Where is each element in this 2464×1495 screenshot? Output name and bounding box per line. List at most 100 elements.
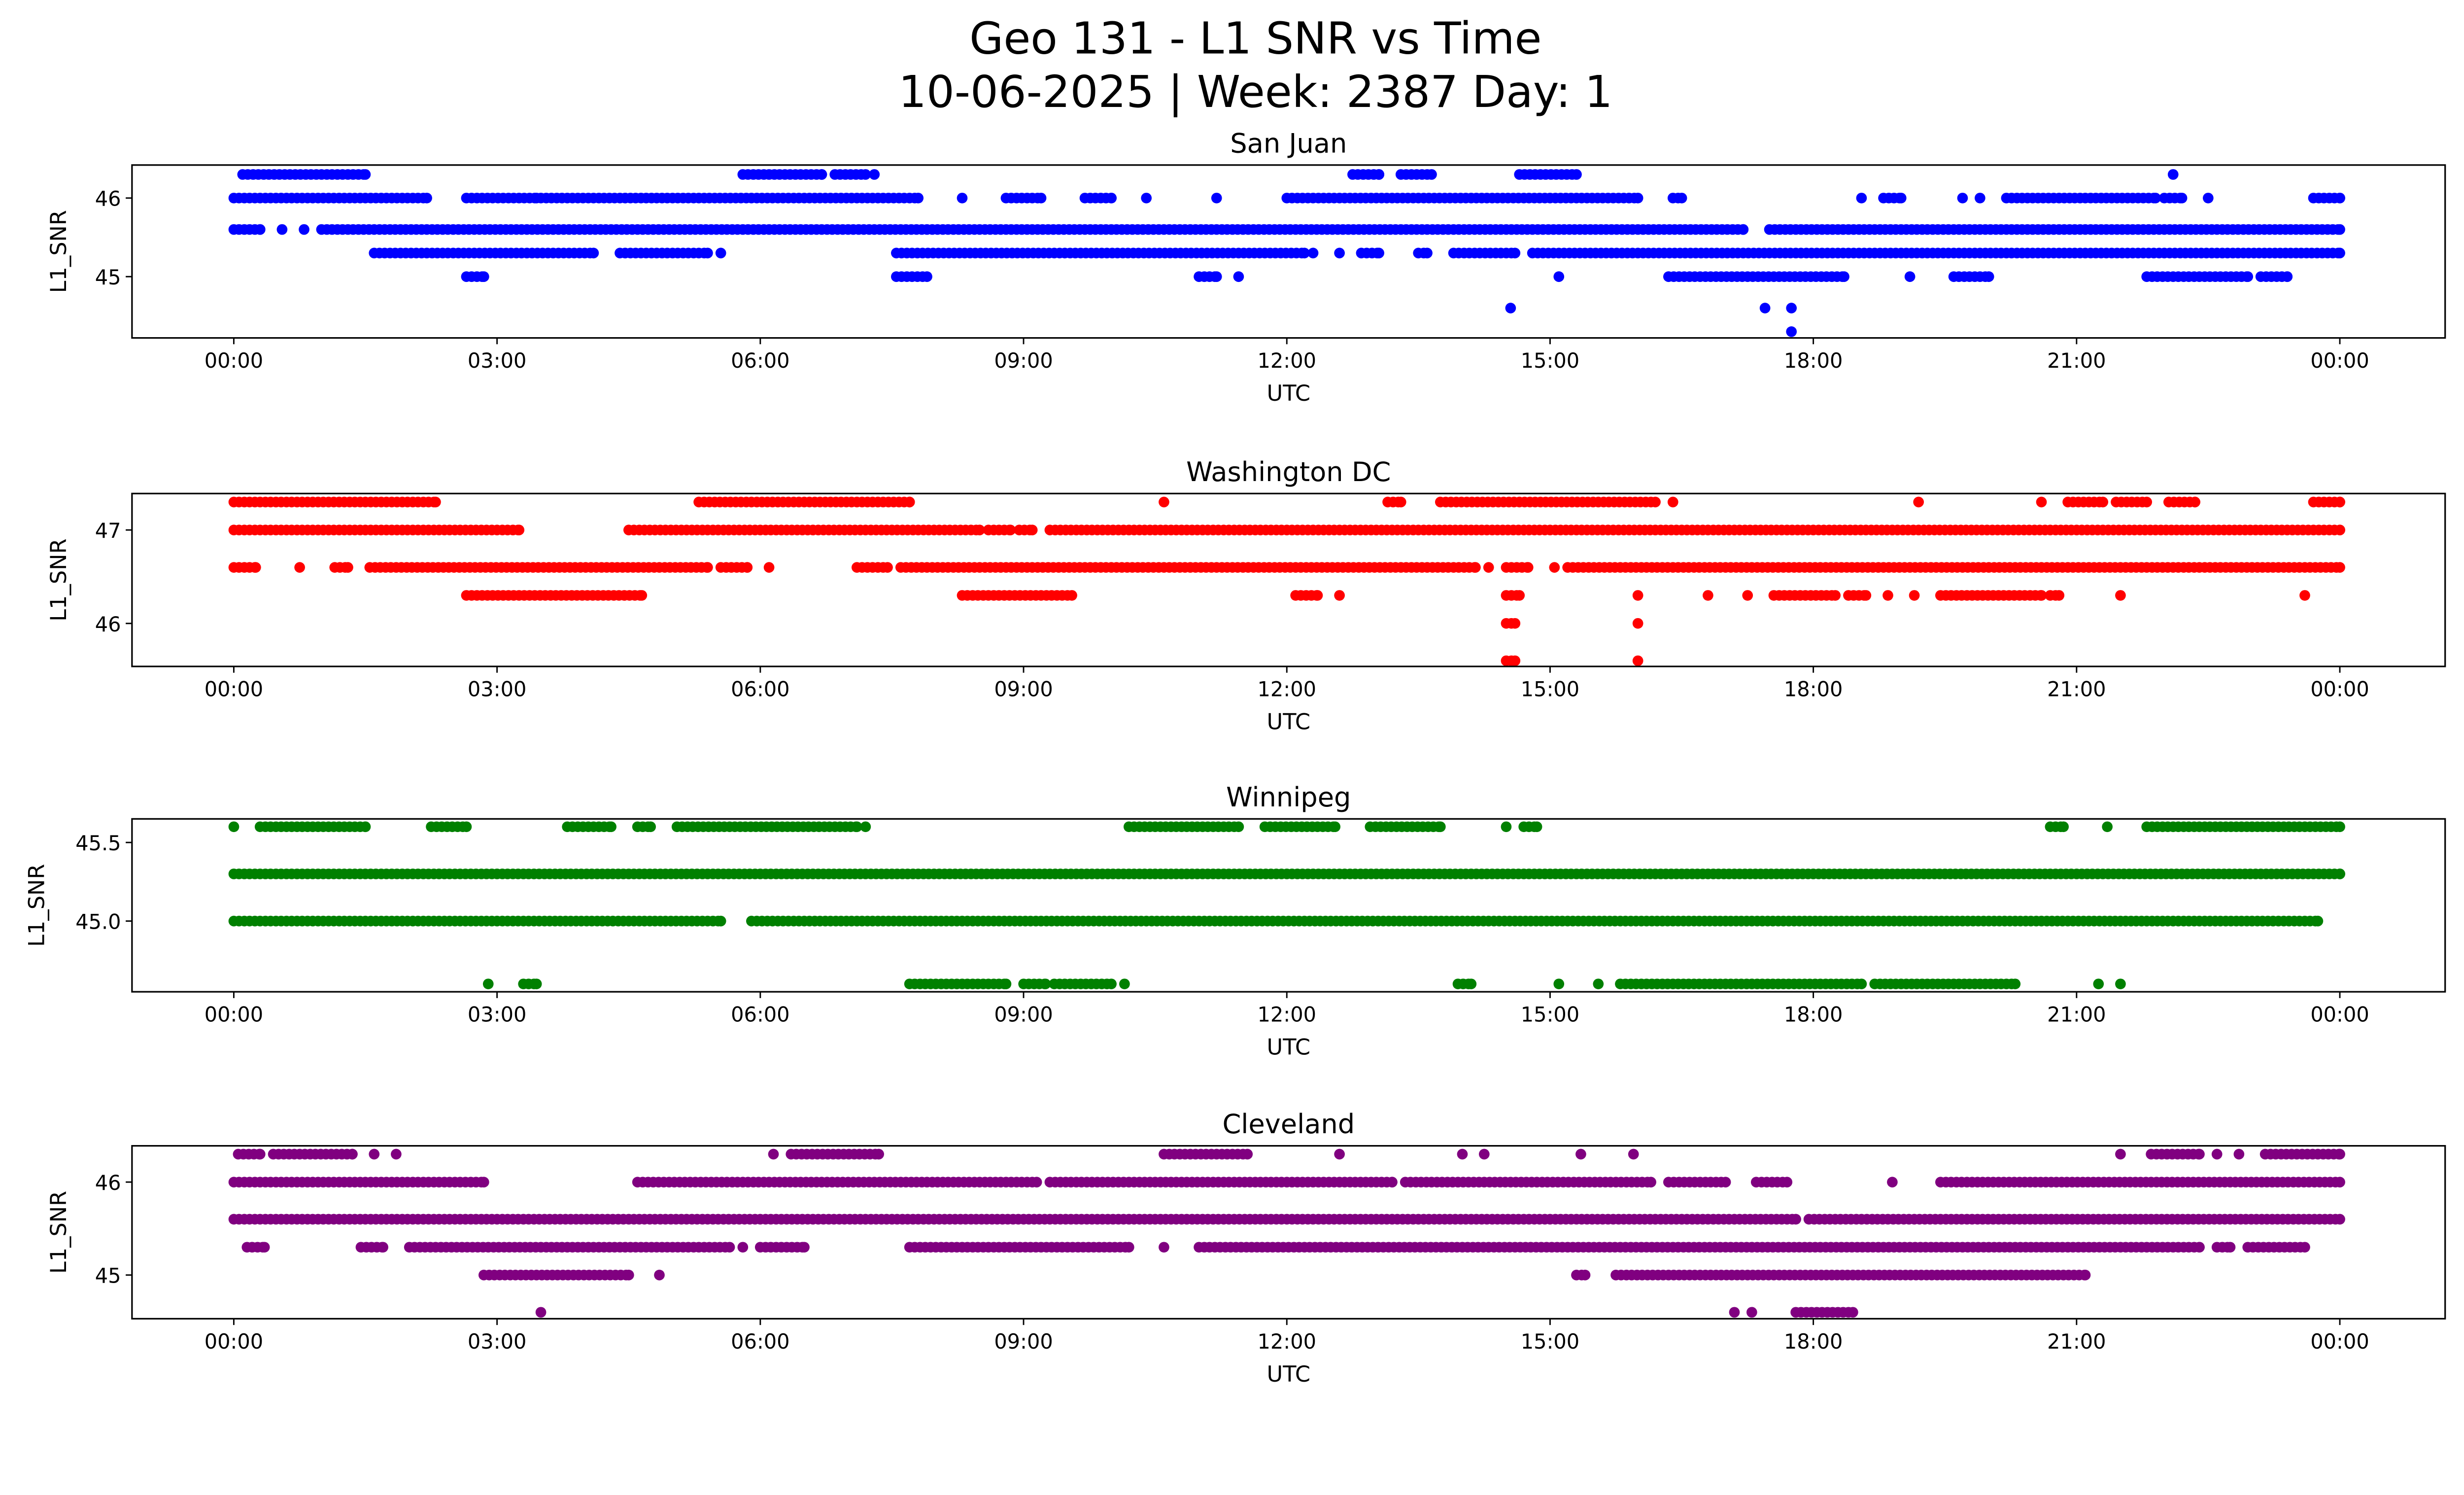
data-point: [860, 169, 871, 180]
data-point: [768, 1148, 779, 1160]
data-point: [478, 271, 489, 282]
x-tick-label: 15:00: [1521, 678, 1579, 701]
data-point: [513, 524, 525, 536]
figure: Geo 131 - L1 SNR vs Time 10-06-2025 | We…: [24, 13, 2446, 1387]
x-tick-label: 18:00: [1784, 1003, 1843, 1027]
data-point: [1035, 192, 1047, 204]
data-point: [737, 1242, 749, 1253]
data-point: [974, 524, 985, 536]
data-point: [1031, 1177, 1042, 1188]
data-point: [1742, 590, 1753, 601]
data-point: [2194, 1148, 2205, 1160]
data-point: [2150, 192, 2161, 204]
data-point: [1119, 978, 1130, 990]
data-point: [1645, 1177, 1656, 1188]
x-tick-label: 12:00: [1258, 349, 1316, 373]
data-point: [1632, 655, 1643, 666]
data-point: [1233, 271, 1244, 282]
x-tick-label: 15:00: [1521, 349, 1579, 373]
data-point: [763, 562, 775, 573]
data-point: [869, 169, 880, 180]
data-point: [2203, 192, 2214, 204]
data-point: [1466, 978, 1477, 990]
data-point: [1790, 1214, 1801, 1225]
x-axis-label: UTC: [1267, 1361, 1310, 1387]
x-tick-label: 06:00: [731, 1330, 789, 1354]
data-point: [2334, 496, 2345, 508]
data-point: [535, 1307, 547, 1318]
data-point: [2334, 562, 2345, 573]
x-tick-label: 06:00: [731, 349, 789, 373]
x-tick-label: 06:00: [731, 1003, 789, 1027]
data-point: [1882, 590, 1893, 601]
data-point: [250, 562, 261, 573]
x-tick-label: 09:00: [994, 1003, 1053, 1027]
data-point: [299, 224, 309, 235]
data-point: [851, 821, 862, 833]
x-tick-label: 18:00: [1784, 678, 1843, 701]
axes-frame: [131, 492, 2446, 667]
y-tick-label: 45: [95, 266, 121, 289]
data-point: [1483, 562, 1494, 573]
data-points: [228, 821, 2345, 990]
data-point: [1373, 247, 1384, 259]
data-point: [1729, 1307, 1740, 1318]
data-point: [1848, 1307, 1858, 1318]
data-point: [2334, 247, 2345, 259]
x-tick-label: 00:00: [2310, 678, 2369, 701]
data-point: [2334, 1148, 2345, 1160]
y-axis-label: L1_SNR: [46, 1191, 71, 1274]
data-point: [1334, 590, 1345, 601]
data-point: [715, 247, 726, 259]
x-tick-label: 21:00: [2047, 349, 2106, 373]
x-tick-label: 00:00: [205, 678, 263, 701]
data-point: [1334, 1148, 1345, 1160]
data-point: [2010, 978, 2021, 990]
data-point: [1839, 271, 1849, 282]
data-point: [2053, 590, 2065, 601]
y-tick-label: 45: [95, 1264, 121, 1288]
y-axis-label: L1_SNR: [46, 539, 71, 622]
data-point: [2334, 1177, 2345, 1188]
subplot-title: Winnipeg: [1226, 782, 1351, 813]
data-point: [1983, 271, 1994, 282]
data-point: [2115, 978, 2126, 990]
data-point: [922, 271, 932, 282]
data-point: [1887, 1177, 1898, 1188]
data-point: [1106, 978, 1117, 990]
data-point: [1211, 271, 1222, 282]
data-point: [1027, 524, 1038, 536]
data-point: [360, 821, 371, 833]
data-point: [1373, 169, 1384, 180]
data-point: [1575, 1148, 1586, 1160]
x-tick-label: 09:00: [994, 678, 1053, 701]
data-point: [2190, 496, 2200, 508]
data-point: [1040, 978, 1051, 990]
data-point: [1435, 821, 1446, 833]
data-point: [702, 562, 713, 573]
data-point: [1781, 1177, 1793, 1188]
data-point: [1123, 1242, 1134, 1253]
x-axis-label: UTC: [1267, 1035, 1310, 1060]
x-axis-label: UTC: [1267, 381, 1310, 406]
x-tick-label: 21:00: [2047, 1330, 2106, 1354]
data-point: [1387, 1177, 1398, 1188]
data-point: [1593, 978, 1604, 990]
subplot-title: Cleveland: [1222, 1109, 1355, 1140]
data-point: [254, 1148, 266, 1160]
data-point: [1478, 1148, 1490, 1160]
x-tick-label: 15:00: [1521, 1330, 1579, 1354]
data-point: [1395, 496, 1406, 508]
data-point: [2211, 1148, 2223, 1160]
data-point: [276, 224, 288, 235]
y-axis-label: L1_SNR: [46, 210, 71, 293]
data-point: [1553, 978, 1565, 990]
x-tick-label: 03:00: [468, 349, 526, 373]
data-point: [957, 192, 968, 204]
data-point: [1860, 590, 1872, 601]
data-point: [1549, 562, 1560, 573]
data-point: [623, 1269, 634, 1281]
data-points: [228, 169, 2345, 337]
data-point: [1470, 562, 1481, 573]
